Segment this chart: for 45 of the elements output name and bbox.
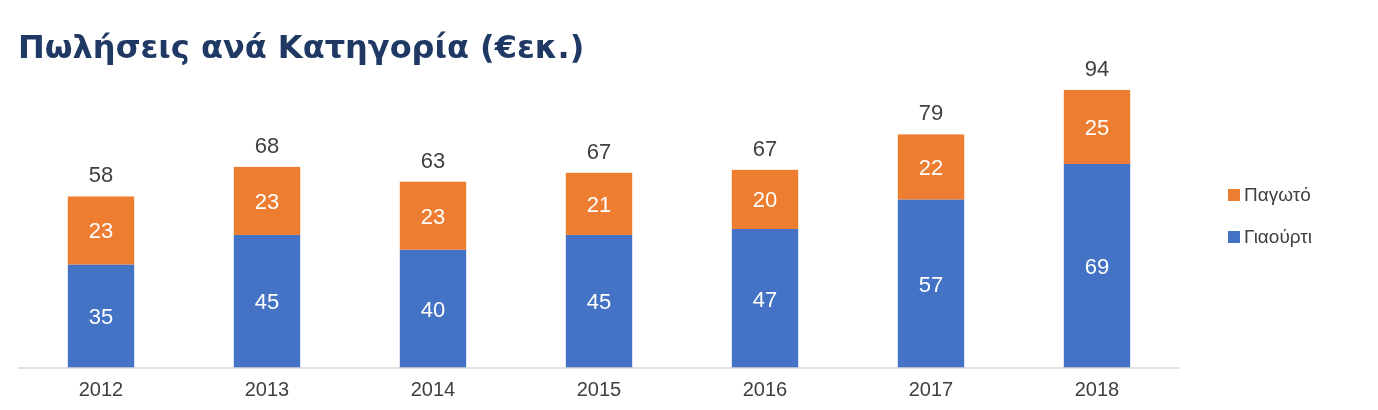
- data-label: 57: [918, 271, 944, 297]
- bar: [897, 199, 965, 368]
- data-label: 23: [88, 218, 114, 244]
- chart-title: Πωλήσεις ανά Κατηγορία (€εκ.): [18, 28, 585, 66]
- total-label: 94: [1084, 56, 1110, 81]
- bar: [1063, 163, 1131, 368]
- total-label: 58: [88, 162, 114, 188]
- bar: [67, 264, 135, 368]
- legend-label: Παγωτό: [1244, 184, 1311, 205]
- data-label: 45: [586, 289, 612, 315]
- data-label: 35: [88, 304, 114, 330]
- data-label: 23: [254, 188, 280, 214]
- legend-label: Γιαούρτι: [1244, 226, 1313, 247]
- data-label: 40: [420, 296, 446, 322]
- total-label: 79: [918, 100, 944, 126]
- data-label: 21: [586, 191, 612, 217]
- x-tick-label: 2018: [1074, 378, 1120, 400]
- bar: [565, 234, 633, 368]
- data-label: 45: [254, 289, 280, 315]
- bar: [565, 172, 633, 235]
- x-tick-label: 2013: [244, 378, 290, 400]
- bar: [897, 134, 965, 200]
- data-label: 47: [752, 286, 778, 312]
- total-label: 67: [586, 138, 612, 164]
- total-label: 63: [420, 147, 446, 173]
- bar: [1063, 90, 1131, 164]
- data-label: 20: [752, 187, 778, 213]
- x-tick-label: 2012: [78, 378, 124, 400]
- x-tick-label: 2017: [908, 378, 954, 400]
- x-tick-label: 2015: [576, 378, 622, 400]
- data-label: 69: [1084, 253, 1110, 279]
- x-tick-label: 2014: [410, 378, 456, 400]
- bar: [731, 169, 799, 229]
- data-label: 22: [918, 154, 944, 180]
- bar: [399, 181, 467, 250]
- data-label: 23: [420, 203, 446, 229]
- bar: [731, 229, 799, 368]
- bar: [233, 234, 301, 368]
- data-label: 25: [1084, 114, 1110, 140]
- bar: [399, 249, 467, 368]
- total-label: 68: [254, 132, 280, 158]
- x-tick-label: 2016: [742, 378, 788, 400]
- bar: [233, 166, 301, 235]
- bar: [67, 196, 135, 265]
- total-label: 67: [752, 135, 778, 161]
